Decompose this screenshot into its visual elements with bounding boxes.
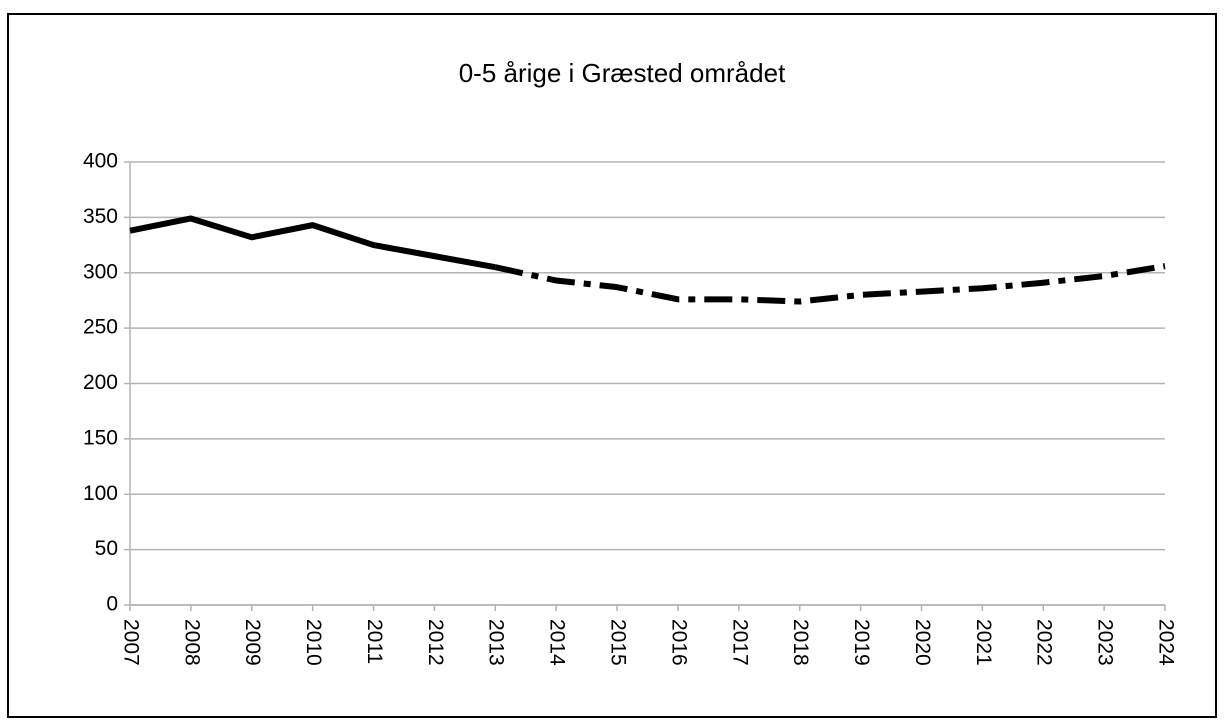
x-tick-label: 2021 xyxy=(972,619,995,666)
line-series xyxy=(494,263,1166,305)
x-tick-label: 2016 xyxy=(667,619,690,666)
x-tick-label: 2023 xyxy=(1094,619,1117,666)
x-tick-label: 2024 xyxy=(1154,619,1177,666)
x-tick-label: 2011 xyxy=(363,619,386,664)
y-tick-label: 350 xyxy=(83,205,118,228)
x-tick-label: 2013 xyxy=(485,619,508,666)
y-tick-label: 300 xyxy=(83,260,118,283)
x-tick-label: 2010 xyxy=(302,619,325,666)
y-tick-label: 400 xyxy=(83,150,118,173)
x-tick-label: 2017 xyxy=(728,619,751,666)
chart-title: 0-5 årige i Græsted området xyxy=(459,58,786,88)
x-tick-label: 2022 xyxy=(1033,619,1056,666)
y-tick-label: 100 xyxy=(83,482,118,505)
x-tick-label: 2020 xyxy=(911,619,934,666)
x-tick-label: 2014 xyxy=(546,619,569,666)
y-tick-label: 250 xyxy=(83,316,118,339)
x-tick-label: 2009 xyxy=(241,619,264,666)
x-tick-label: 2015 xyxy=(607,619,630,666)
y-tick-label: 50 xyxy=(95,537,118,560)
y-tick-label: 0 xyxy=(106,593,118,616)
line-series xyxy=(129,215,496,271)
x-tick-label: 2019 xyxy=(850,619,873,666)
x-tick-label: 2012 xyxy=(424,619,447,666)
chart-frame xyxy=(7,13,1217,718)
x-tick-label: 2008 xyxy=(180,619,203,666)
x-tick-label: 2018 xyxy=(789,619,812,666)
x-tick-label: 2007 xyxy=(119,619,142,666)
y-tick-label: 150 xyxy=(83,426,118,449)
y-tick-label: 200 xyxy=(83,371,118,394)
